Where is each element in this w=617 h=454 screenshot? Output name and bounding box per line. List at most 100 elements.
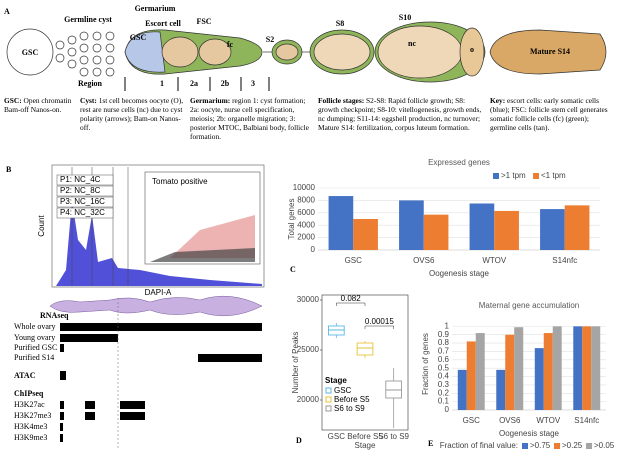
- desc-text: region 1: cyst formation; 2a: oocyte, nu…: [190, 96, 309, 141]
- bar: [514, 327, 524, 410]
- track-label: Whole ovary: [14, 322, 56, 331]
- desc-gsc: GSC: Open chromatin Bam-off Nanos-on.: [4, 96, 76, 114]
- bar: [457, 369, 467, 410]
- label: Escort cell: [145, 19, 182, 28]
- y-axis-label: Fraction of genes: [421, 333, 430, 395]
- panel-letter: D: [296, 436, 302, 445]
- y-tick-label: 2000: [297, 233, 315, 242]
- desc-germarium: Germarium: region 1: cyst formation; 2a:…: [190, 96, 314, 141]
- legend-label: >0.75: [530, 441, 551, 450]
- y-tick-label: 10000: [293, 183, 316, 192]
- label: fc: [227, 40, 234, 49]
- legend-label: >1 tpm: [501, 171, 526, 180]
- legend-label: S6 to S9: [334, 404, 365, 413]
- x-tick-label: GSC: [345, 256, 363, 265]
- label: o: [470, 45, 474, 54]
- gate-label: P1: NC_4C: [60, 175, 101, 184]
- y-tick-label: 6000: [297, 208, 315, 217]
- box: [356, 342, 374, 356]
- gate-box: [56, 174, 114, 186]
- track-group: RNAseq: [40, 311, 69, 320]
- desc-cyst: Cyst: 1st cell becomes oocyte (O), rest …: [80, 96, 186, 132]
- x-tick-label: GSC: [463, 416, 481, 425]
- track-label: H3K27me3: [14, 411, 51, 420]
- y-tick-label: 0.9: [438, 330, 450, 339]
- y-tick-label: 4000: [297, 220, 315, 229]
- legend-title: Fraction of final value:: [440, 441, 518, 450]
- y-tick-label: 0.1: [438, 397, 450, 406]
- legend-label: GSC: [334, 386, 352, 395]
- axis-label: Count: [37, 215, 46, 237]
- desc-text: 1st cell becomes oocyte (O), rest are nu…: [80, 96, 184, 132]
- legend-label: <1 tpm: [541, 171, 566, 180]
- legend-swatch: [325, 396, 332, 403]
- axis-label: DAPI-A: [145, 288, 172, 297]
- y-tick-label: 25000: [297, 345, 320, 354]
- panel-letter: E: [428, 439, 433, 448]
- y-tick-label: 30000: [297, 295, 320, 304]
- bar: [423, 214, 449, 250]
- label: S2: [266, 35, 274, 44]
- gate-box: [56, 207, 114, 219]
- p-value: 0.00015: [365, 317, 394, 326]
- desc-text: Open chromatin Bam-off Nanos-on.: [4, 96, 72, 114]
- legend-swatch: [586, 443, 592, 449]
- bar: [399, 200, 424, 250]
- y-axis-label: Total genes: [287, 199, 296, 240]
- legend-label: >0.05: [594, 441, 615, 450]
- legend-swatch: [325, 387, 332, 394]
- x-tick-label: OVS6: [413, 256, 435, 265]
- gate-label: P4: NC_32C: [60, 208, 105, 217]
- panel-a-art: [6, 21, 607, 83]
- bar: [469, 203, 495, 250]
- bar: [353, 219, 378, 250]
- legend-swatch: [533, 173, 539, 179]
- y-axis-label: Number of Peaks: [291, 332, 300, 394]
- track-label: H3K4me3: [14, 422, 47, 431]
- label: GSC: [130, 33, 147, 42]
- y-tick-label: 1: [445, 321, 450, 330]
- label: Region: [78, 79, 103, 88]
- bar: [494, 210, 519, 250]
- desc-text: S2-S8: Rapid follicle growth; S8: growth…: [318, 96, 482, 132]
- label: S10: [399, 13, 411, 22]
- bar: [466, 341, 476, 410]
- region-label: 2b: [221, 79, 230, 88]
- y-tick-label: 0.3: [438, 380, 450, 389]
- track-group: ATAC: [14, 371, 36, 380]
- label: FSC: [196, 17, 211, 26]
- y-tick-label: 8000: [297, 196, 315, 205]
- region-label: 2a: [190, 79, 198, 88]
- desc-label: Cyst:: [80, 96, 97, 105]
- label: Germline cyst: [64, 15, 112, 24]
- x-tick-label: Before S5: [347, 432, 383, 441]
- bar: [591, 326, 601, 410]
- label: nc: [408, 39, 416, 48]
- track-label: H3K9me3: [14, 433, 47, 442]
- bar: [543, 333, 553, 410]
- region-label: 1: [160, 79, 164, 88]
- track-label: Purified GSC: [14, 343, 57, 352]
- desc-label: Follicle stages:: [318, 96, 365, 105]
- x-tick-label: S6 to S9: [378, 432, 409, 441]
- desc-follicle: Follicle stages: S2-S8: Rapid follicle g…: [318, 96, 483, 132]
- label: S8: [336, 19, 344, 28]
- y-tick-label: 20000: [297, 395, 320, 404]
- bar: [534, 348, 544, 410]
- legend-swatch: [325, 405, 332, 412]
- track-label: Young ovary: [14, 333, 55, 342]
- legend-title: Stage: [325, 376, 347, 385]
- chart-title: Maternal gene accumulation: [479, 301, 580, 310]
- chart-title: Expressed genes: [428, 158, 490, 167]
- significance-bracket: [336, 302, 366, 306]
- bar: [505, 334, 515, 410]
- desc-text: escort cells: early somatic cells (blue)…: [490, 96, 608, 132]
- legend-label: Before S5: [334, 395, 370, 404]
- label: Mature S14: [530, 47, 570, 56]
- track-label: Purified S14: [14, 353, 54, 362]
- desc-label: GSC:: [4, 96, 22, 105]
- gate-box: [56, 196, 114, 208]
- bar: [573, 326, 583, 410]
